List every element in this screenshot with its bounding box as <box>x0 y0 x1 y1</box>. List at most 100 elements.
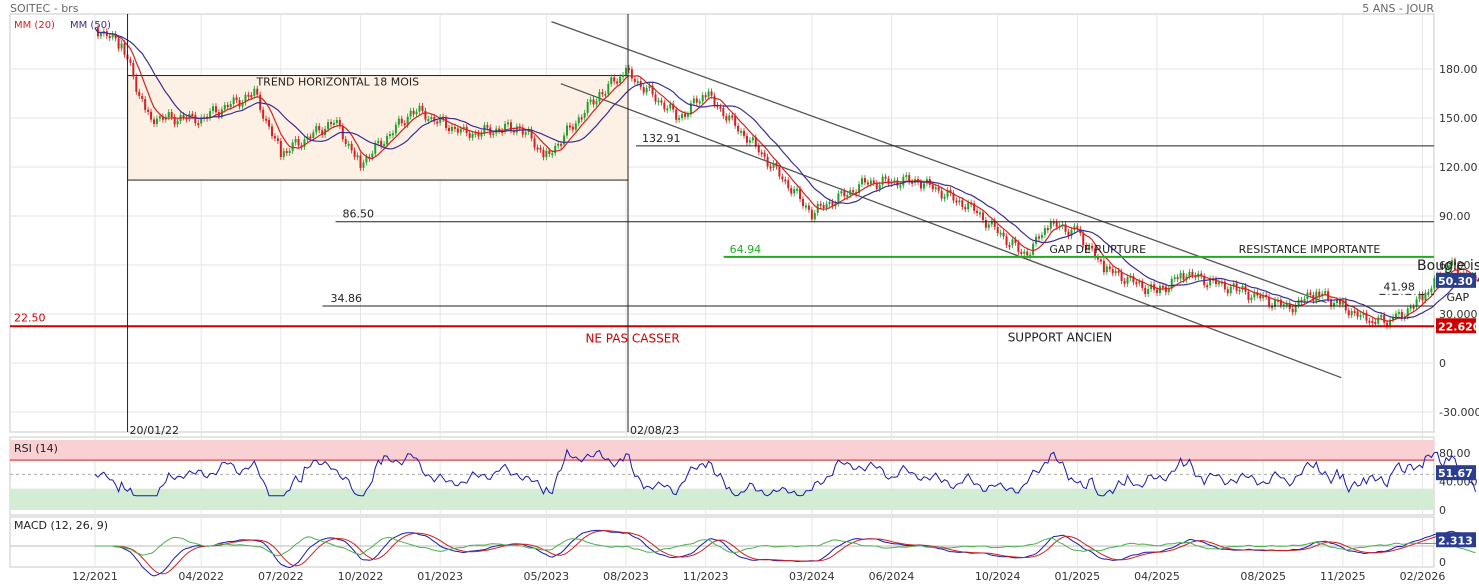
y-tick-label: 150.00 <box>1439 112 1478 125</box>
candle-body <box>1279 299 1282 306</box>
candle-body <box>743 130 745 136</box>
candle-body <box>1046 228 1049 231</box>
candle-body <box>946 190 949 197</box>
candle-body <box>751 137 754 141</box>
candle-body <box>1076 226 1079 229</box>
candle-body <box>807 205 810 210</box>
candle-body <box>1424 292 1427 301</box>
candle-body <box>1129 276 1132 279</box>
macd-badge: 2.313 <box>1438 534 1473 547</box>
candle-body <box>1253 292 1256 298</box>
candle-body <box>1035 236 1038 244</box>
candle-body <box>1217 282 1220 285</box>
candle-body <box>692 98 695 104</box>
candle-body <box>377 140 380 144</box>
candle-body <box>1368 320 1371 323</box>
candle-body <box>866 182 869 185</box>
candle-body <box>725 116 728 121</box>
candle-body <box>1362 312 1365 316</box>
candle-body <box>1268 296 1271 306</box>
candle-body <box>1291 308 1294 313</box>
candle-body <box>872 180 875 184</box>
y-tick-label: -30.000 <box>1439 406 1479 419</box>
candle-body <box>657 100 660 103</box>
candle-body <box>1350 311 1353 316</box>
candle-body <box>1014 239 1017 243</box>
candle-body <box>223 105 226 110</box>
candle-body <box>1309 292 1312 295</box>
x-tick-label: 04/2022 <box>178 570 224 583</box>
candle-body <box>589 99 592 102</box>
candle-body <box>436 121 439 124</box>
candle-body <box>987 224 990 228</box>
candle-body <box>412 110 415 115</box>
candle-body <box>1164 286 1167 293</box>
candle-body <box>837 193 840 204</box>
x-tick-label: 08/2023 <box>603 570 649 583</box>
rsi-line <box>94 448 1477 497</box>
candle-body <box>704 95 707 98</box>
candle-body <box>633 78 636 82</box>
candle-body <box>238 100 241 107</box>
candle-body <box>1200 273 1203 277</box>
candle-body <box>1138 281 1141 284</box>
candle-body <box>619 76 622 83</box>
candle-body <box>244 94 247 103</box>
candle-body <box>781 176 784 180</box>
candle-body <box>1415 299 1418 307</box>
candle-body <box>276 138 279 141</box>
x-tick-label: 08/2025 <box>1240 570 1286 583</box>
candle-body <box>1330 299 1333 307</box>
candle-body <box>253 88 256 96</box>
candle-body <box>1297 299 1300 306</box>
candle-body <box>489 127 492 135</box>
candle-body <box>155 118 158 124</box>
candle-body <box>1445 267 1448 278</box>
candle-body <box>450 126 453 132</box>
candle-body <box>908 175 911 182</box>
candle-body <box>453 126 456 129</box>
candle-body <box>147 109 150 112</box>
candle-body <box>1079 228 1082 234</box>
candle-body <box>386 135 389 145</box>
candle-body <box>840 191 843 194</box>
candle-body <box>566 125 568 136</box>
chart-period: 5 ANS - JOUR <box>1362 2 1434 15</box>
x-tick-label: 07/2022 <box>258 570 304 583</box>
candle-body <box>1049 221 1052 229</box>
candle-body <box>731 115 734 118</box>
bougie-label: Bougie isolée <box>1417 258 1479 274</box>
candle-body <box>1135 282 1138 285</box>
candle-body <box>651 85 654 95</box>
candle-body <box>952 193 955 201</box>
candle-body <box>1377 317 1380 324</box>
candle-body <box>1052 221 1055 224</box>
candle-body <box>622 74 625 77</box>
candle-body <box>99 33 102 37</box>
candle-body <box>804 205 807 208</box>
candle-body <box>173 116 176 125</box>
candle-body <box>129 59 132 63</box>
candle-body <box>707 91 710 97</box>
candle-body <box>760 152 763 155</box>
candle-body <box>1303 298 1306 302</box>
candle-body <box>592 99 595 105</box>
candle-body <box>1209 278 1212 286</box>
candle-body <box>433 116 436 122</box>
macd-hist-line <box>95 536 1476 557</box>
candle-body <box>176 121 179 125</box>
candle-body <box>979 212 981 215</box>
candle-body <box>999 232 1002 235</box>
candle-body <box>1032 243 1035 255</box>
candle-body <box>356 155 359 158</box>
candle-body <box>1380 315 1383 318</box>
candle-body <box>1247 291 1250 301</box>
candle-body <box>1120 271 1123 281</box>
candle-body <box>1179 273 1182 279</box>
candle-body <box>1282 304 1285 307</box>
candle-body <box>642 87 645 93</box>
candle-body <box>524 132 527 135</box>
candle-body <box>920 182 922 189</box>
candle-body <box>852 190 855 193</box>
candle-body <box>799 188 802 200</box>
